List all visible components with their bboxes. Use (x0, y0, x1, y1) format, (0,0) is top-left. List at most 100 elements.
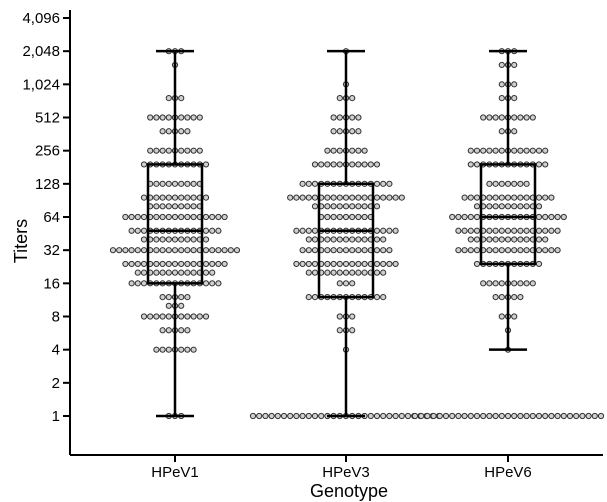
data-point (330, 161, 337, 168)
data-point (184, 313, 191, 320)
data-point (287, 194, 294, 201)
data-point (209, 213, 216, 221)
data-point (535, 147, 543, 154)
data-point (511, 280, 518, 287)
data-point (330, 147, 337, 154)
data-point (311, 260, 319, 268)
data-point (480, 412, 487, 420)
data-point (256, 412, 263, 420)
data-point (498, 247, 505, 254)
data-point (492, 180, 499, 187)
data-point (542, 161, 549, 168)
data-point (355, 194, 362, 201)
data-point (336, 114, 343, 121)
data-point (202, 280, 210, 287)
data-point (486, 247, 493, 254)
data-point (467, 161, 474, 168)
data-point (473, 247, 481, 254)
data-point (355, 247, 362, 254)
data-point (140, 269, 148, 276)
data-point (467, 194, 474, 201)
data-point (178, 203, 185, 210)
data-point (498, 180, 505, 187)
data-point (467, 236, 474, 243)
data-point (498, 94, 505, 102)
box (479, 163, 537, 266)
data-point (209, 247, 216, 254)
data-point (542, 147, 549, 154)
data-point (473, 194, 481, 201)
data-point (430, 412, 437, 420)
data-point (511, 81, 518, 88)
data-point (473, 412, 481, 420)
data-point (233, 247, 241, 254)
data-point (215, 280, 222, 287)
data-point (492, 194, 499, 201)
data-point (342, 236, 350, 243)
data-point (529, 412, 536, 420)
data-point (159, 180, 166, 187)
data-point (153, 236, 160, 243)
data-point (159, 327, 166, 334)
data-point (330, 114, 337, 121)
x-tick-label: HPeV3 (322, 464, 370, 481)
data-point (311, 227, 319, 234)
data-point (361, 236, 368, 243)
data-point (436, 412, 443, 420)
x-axis-title: Genotype (310, 481, 388, 501)
data-point (196, 114, 203, 121)
data-point (324, 194, 331, 201)
data-point (411, 412, 419, 420)
data-point (178, 94, 185, 102)
data-point (171, 260, 179, 268)
data-point (159, 293, 166, 301)
data-point (517, 293, 524, 301)
data-point (511, 247, 518, 254)
data-point (498, 61, 505, 69)
data-point (134, 213, 141, 221)
data-point (178, 194, 185, 201)
data-point (147, 313, 154, 320)
data-point (165, 293, 172, 301)
data-point (190, 180, 197, 187)
data-point (184, 260, 191, 268)
data-point (355, 260, 362, 268)
data-point (299, 180, 306, 187)
data-point (159, 346, 166, 353)
data-point (171, 269, 179, 276)
data-point (153, 147, 160, 154)
data-point (597, 412, 605, 420)
data-point (159, 247, 166, 254)
data-point (461, 412, 468, 420)
y-tick-label: 8 (52, 309, 60, 326)
data-point (548, 247, 555, 254)
data-point (535, 412, 543, 420)
data-point (517, 236, 524, 243)
data-point (486, 227, 493, 234)
y-tick-label: 1,024 (22, 76, 60, 93)
data-point (134, 247, 141, 254)
data-point (461, 194, 468, 201)
data-point (498, 280, 505, 287)
x-axis: HPeV1 HPeV3 HPeV6 (70, 454, 603, 481)
data-point (511, 194, 518, 201)
data-point (190, 247, 197, 254)
x-tick-label: HPeV1 (151, 464, 199, 481)
data-point (523, 194, 530, 201)
data-point (184, 293, 191, 301)
data-point (504, 412, 512, 420)
data-point (492, 114, 499, 121)
data-point (511, 180, 518, 187)
data-point (361, 147, 368, 154)
data-point (336, 313, 343, 320)
data-point (386, 194, 393, 201)
data-point (336, 269, 343, 276)
data-point (324, 269, 331, 276)
data-point (336, 247, 343, 254)
y-axis: 1 2 4 8 16 32 64 128 256 512 1,024 2,048 4,096 (22, 10, 71, 455)
data-point (511, 61, 518, 69)
data-point (355, 161, 362, 168)
data-point (504, 203, 512, 210)
data-point (274, 412, 281, 420)
